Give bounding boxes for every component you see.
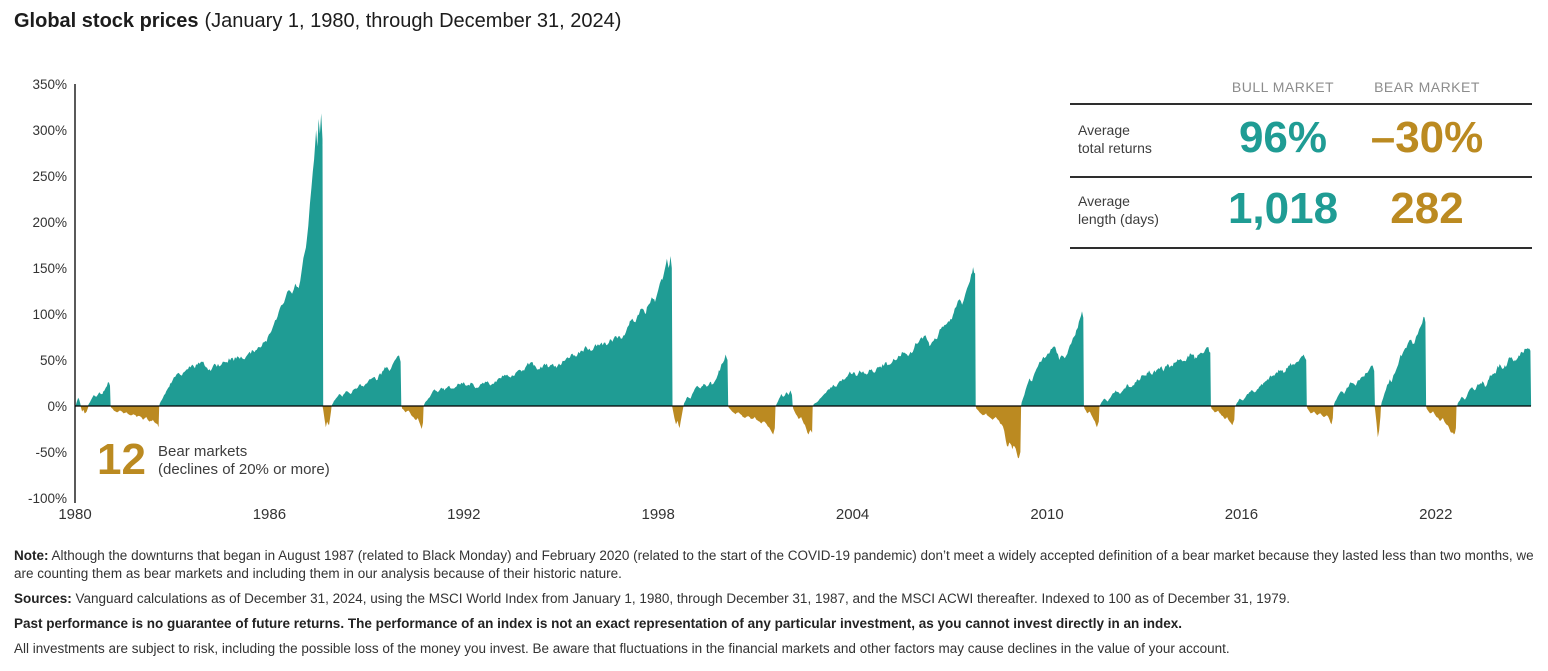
avg-total-returns-label: Average total returns (1078, 121, 1152, 157)
svg-text:200%: 200% (32, 215, 67, 230)
footnote-note-body: Although the downturns that began in Aug… (14, 548, 1534, 581)
svg-text:1998: 1998 (642, 506, 675, 523)
bear-markets-annotation-line2: (declines of 20% or more) (158, 461, 330, 478)
avg-length-label-line2: length (days) (1078, 211, 1159, 227)
bear-markets-count: 12 (97, 435, 146, 484)
svg-text:150%: 150% (32, 261, 67, 276)
stats-table-middle-rule (1070, 176, 1532, 178)
svg-text:1986: 1986 (253, 506, 286, 523)
bull-avg-length-value: 1,018 (1227, 184, 1339, 233)
svg-text:2016: 2016 (1225, 506, 1258, 523)
svg-text:-50%: -50% (35, 445, 67, 460)
svg-text:-100%: -100% (28, 491, 67, 506)
svg-text:0%: 0% (47, 399, 67, 414)
svg-text:1980: 1980 (58, 506, 91, 523)
svg-text:1992: 1992 (447, 506, 480, 523)
bear-market-column-header: BEAR MARKET (1374, 79, 1480, 95)
footnote-sources: Sources: Vanguard calculations as of Dec… (14, 590, 1541, 608)
footnote-sources-prefix: Sources: (14, 591, 72, 606)
footnotes: Note: Although the downturns that began … (14, 547, 1541, 665)
svg-text:2004: 2004 (836, 506, 869, 523)
footnote-sources-body: Vanguard calculations as of December 31,… (71, 591, 1290, 606)
page-title-main: Global stock prices (14, 10, 199, 32)
stats-table: BULL MARKET BEAR MARKET Average total re… (1070, 75, 1532, 250)
footnote-note-prefix: Note: (14, 548, 49, 563)
svg-text:2022: 2022 (1419, 506, 1452, 523)
svg-text:2010: 2010 (1030, 506, 1063, 523)
svg-text:50%: 50% (40, 353, 67, 368)
bear-avg-length-value: 282 (1390, 184, 1464, 233)
bull-market-column-header: BULL MARKET (1231, 79, 1335, 95)
footnote-note: Note: Although the downturns that began … (14, 547, 1541, 583)
avg-length-label-line1: Average (1078, 193, 1130, 209)
stats-table-bottom-rule (1070, 247, 1532, 249)
svg-text:100%: 100% (32, 307, 67, 322)
page-title-subtitle: (January 1, 1980, through December 31, 2… (204, 10, 622, 32)
svg-text:350%: 350% (32, 77, 67, 92)
bear-markets-annotation-line1: Bear markets (158, 443, 248, 460)
svg-text:300%: 300% (32, 123, 67, 138)
avg-total-returns-label-line1: Average (1078, 122, 1130, 138)
bull-avg-total-return-value: 96% (1238, 113, 1328, 162)
avg-total-returns-label-line2: total returns (1078, 140, 1152, 156)
stats-table-top-rule (1070, 103, 1532, 105)
avg-length-label: Average length (days) (1078, 192, 1159, 228)
svg-text:250%: 250% (32, 169, 67, 184)
bear-avg-total-return-value: –30% (1370, 113, 1484, 162)
footnote-risk: All investments are subject to risk, inc… (14, 641, 1230, 656)
footnote-past-performance: Past performance is no guarantee of futu… (14, 616, 1183, 631)
page-title: Global stock prices (January 1, 1980, thr… (14, 10, 621, 33)
bear-markets-annotation-text: Bear markets (declines of 20% or more) (158, 443, 330, 479)
